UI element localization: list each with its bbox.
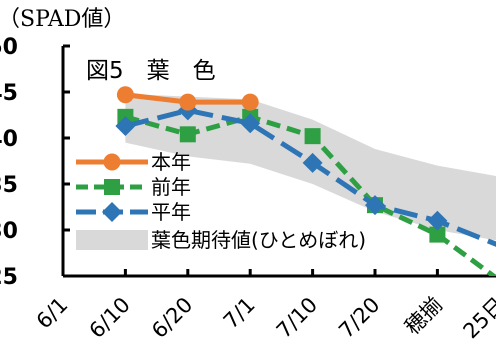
x-tick-label: 穂揃: [400, 293, 447, 340]
data-point: [117, 86, 134, 103]
data-point: [179, 94, 196, 111]
x-tick-label: 25日: [459, 293, 496, 344]
legend-swatch-marker: [104, 154, 121, 171]
legend-item: 本年: [76, 150, 191, 174]
data-point: [305, 128, 321, 144]
x-tick-label: 7/1: [219, 293, 260, 334]
legend-item: 前年: [76, 175, 191, 199]
x-tick-label: 7/20: [334, 293, 384, 343]
y-tick-label: 45: [0, 81, 18, 106]
x-tick-label: 7/10: [272, 293, 322, 343]
legend-swatch-marker: [102, 202, 122, 222]
legend-item-band: 葉色期待値(ひとめぼれ): [76, 228, 366, 252]
legend-label: 本年: [151, 150, 191, 174]
data-point: [180, 126, 196, 142]
data-point: [242, 94, 259, 111]
y-tick-label: 40: [0, 127, 18, 152]
chart-title: 図5 葉 色: [86, 58, 216, 84]
x-tick-label: 6/10: [85, 293, 135, 343]
x-tick-label: 6/1: [32, 293, 73, 334]
x-tick-label: 6/20: [147, 293, 197, 343]
y-tick-label: 50: [0, 35, 18, 60]
legend-label: 葉色期待値(ひとめぼれ): [151, 228, 366, 252]
label-layer: （SPAD値） 図5 葉 色: [0, 7, 216, 84]
y-tick-label: 25: [0, 265, 18, 290]
y-tick-label: 35: [0, 173, 18, 198]
y-tick-label: 30: [0, 219, 18, 244]
legend-item: 平年: [76, 200, 191, 224]
legend-label: 平年: [151, 200, 191, 224]
y-axis-unit-label: （SPAD値）: [0, 7, 125, 32]
legend-swatch-band: [76, 230, 148, 250]
legend-label: 前年: [151, 175, 191, 199]
legend-swatch-marker: [104, 179, 120, 195]
